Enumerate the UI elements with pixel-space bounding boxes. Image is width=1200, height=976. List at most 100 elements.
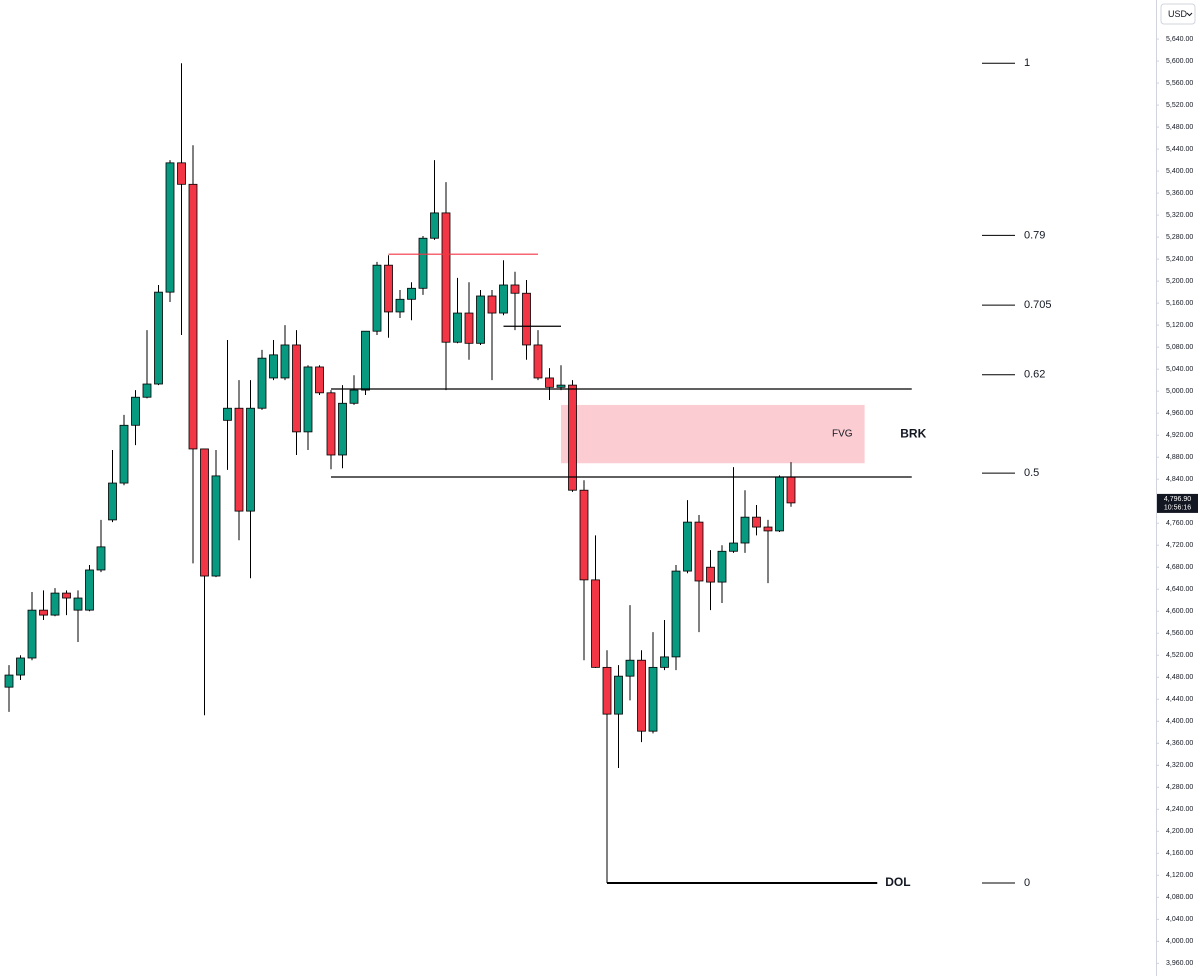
y-tick-label: 5,040.00 [1166,366,1193,373]
y-tick-label: 5,440.00 [1166,146,1193,153]
currency-button[interactable] [1160,3,1196,25]
candle-body [108,482,117,521]
y-tick-label: 4,160.00 [1166,850,1193,857]
candle-body [50,592,60,616]
fib-label: 0.79 [1024,229,1045,241]
y-tick-label: 4,920.00 [1166,432,1193,439]
candle-body [27,609,37,659]
fib-label: 0 [1024,877,1030,889]
candle-body [407,287,416,300]
candle-body [131,396,140,426]
candle-body [568,384,577,491]
y-tick-label: 4,840.00 [1166,476,1193,483]
y-tick-label: 4,720.00 [1166,542,1193,549]
candle-body [545,377,554,388]
y-tick-label: 5,600.00 [1166,58,1193,65]
candle-body [292,344,301,433]
y-tick-label: 4,240.00 [1166,806,1193,813]
y-tick-label: 4,560.00 [1166,630,1193,637]
y-tick-label: 4,200.00 [1166,828,1193,835]
candle-body [372,264,382,332]
candle-body [763,526,773,532]
candle-body [303,366,313,433]
y-tick-label: 4,760.00 [1166,520,1193,527]
y-tick-label: 5,080.00 [1166,344,1193,351]
candle-body [706,566,715,583]
y-tick-label: 5,280.00 [1166,234,1193,241]
fib-label: 1 [1024,57,1030,69]
y-tick-label: 4,440.00 [1166,696,1193,703]
candle-body [62,592,71,599]
candle-body [188,183,198,450]
candle-body [177,162,186,185]
countdown: 10:56:16 [1164,504,1191,511]
candle-body [648,666,658,732]
y-tick-label: 5,360.00 [1166,190,1193,197]
candle-body [637,659,646,732]
y-tick-label: 4,080.00 [1166,894,1193,901]
candle-body [315,366,324,394]
candle-body [487,295,497,314]
candle-body [556,384,566,388]
candles [4,63,796,884]
candle-body [579,489,589,581]
y-tick-label: 5,640.00 [1166,36,1193,43]
candle-body [418,237,428,289]
candle-body [223,407,232,421]
candle-body [522,292,531,346]
candle-body [395,298,405,313]
candle-body [441,212,451,343]
y-tick-label: 4,040.00 [1166,916,1193,923]
candle-body [752,516,761,528]
candle-body [591,579,600,668]
candle-body [717,550,727,583]
candle-body [694,521,704,582]
candle-body [660,656,669,668]
fib-label: 0.62 [1024,369,1045,381]
y-tick-label: 5,200.00 [1166,278,1193,285]
candle-body [510,284,520,294]
fib-label: 0.5 [1024,467,1039,479]
candle-body [39,609,48,616]
y-tick-label: 4,120.00 [1166,872,1193,879]
y-tick-label: 4,600.00 [1166,608,1193,615]
candle-body [73,597,83,611]
last-price-tag [1157,493,1198,513]
candle-body [729,542,738,552]
candle-body [234,407,244,512]
dropdown-icon [1186,12,1193,17]
candle-body [85,569,94,611]
y-tick-label: 5,520.00 [1166,102,1193,109]
candle-body [614,675,623,715]
y-tick-label: 5,120.00 [1166,322,1193,329]
candle-body [775,476,784,532]
y-tick-label: 4,000.00 [1166,938,1193,945]
fib-label: 0.705 [1024,299,1052,311]
y-tick-label: 4,640.00 [1166,586,1193,593]
candle-body [476,295,485,344]
candle-body [786,476,796,504]
candle-body [361,330,370,391]
candle-body [349,389,359,404]
candle-body [246,407,255,512]
candle-body [280,344,290,379]
annotation-text: BRK [900,426,926,440]
y-tick-label: 4,520.00 [1166,652,1193,659]
y-tick-label: 4,680.00 [1166,564,1193,571]
candle-body [671,570,681,658]
y-tick-label: 5,160.00 [1166,300,1193,307]
y-tick-label: 5,000.00 [1166,388,1193,395]
candle-body [384,264,393,313]
zone-label: FVG [832,429,853,440]
candle-body [683,521,692,572]
y-tick-label: 5,240.00 [1166,256,1193,263]
candle-body [142,383,152,398]
y-tick-label: 4,360.00 [1166,740,1193,747]
candle-body [625,659,635,677]
fvg-zone [561,404,865,464]
y-tick-label: 4,480.00 [1166,674,1193,681]
candle-body [165,162,175,293]
candle-body [533,344,543,379]
y-tick-label: 3,960.00 [1166,960,1193,967]
